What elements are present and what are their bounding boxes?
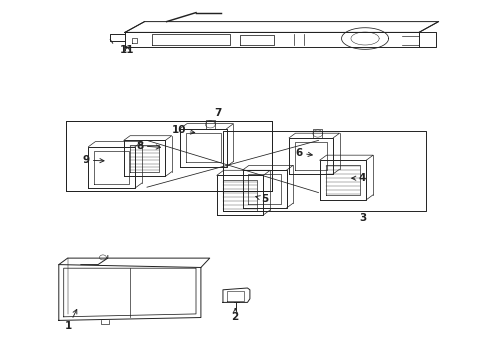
Text: 3: 3 [359,213,366,223]
Text: 4: 4 [352,173,367,183]
Text: 1: 1 [65,309,77,332]
Text: 8: 8 [136,141,160,151]
Text: 10: 10 [172,125,195,135]
Text: 11: 11 [120,45,135,55]
Text: 5: 5 [256,194,268,204]
Text: 7: 7 [214,108,222,118]
Text: 9: 9 [82,155,104,165]
Text: 6: 6 [295,148,312,158]
Text: 2: 2 [232,309,239,322]
